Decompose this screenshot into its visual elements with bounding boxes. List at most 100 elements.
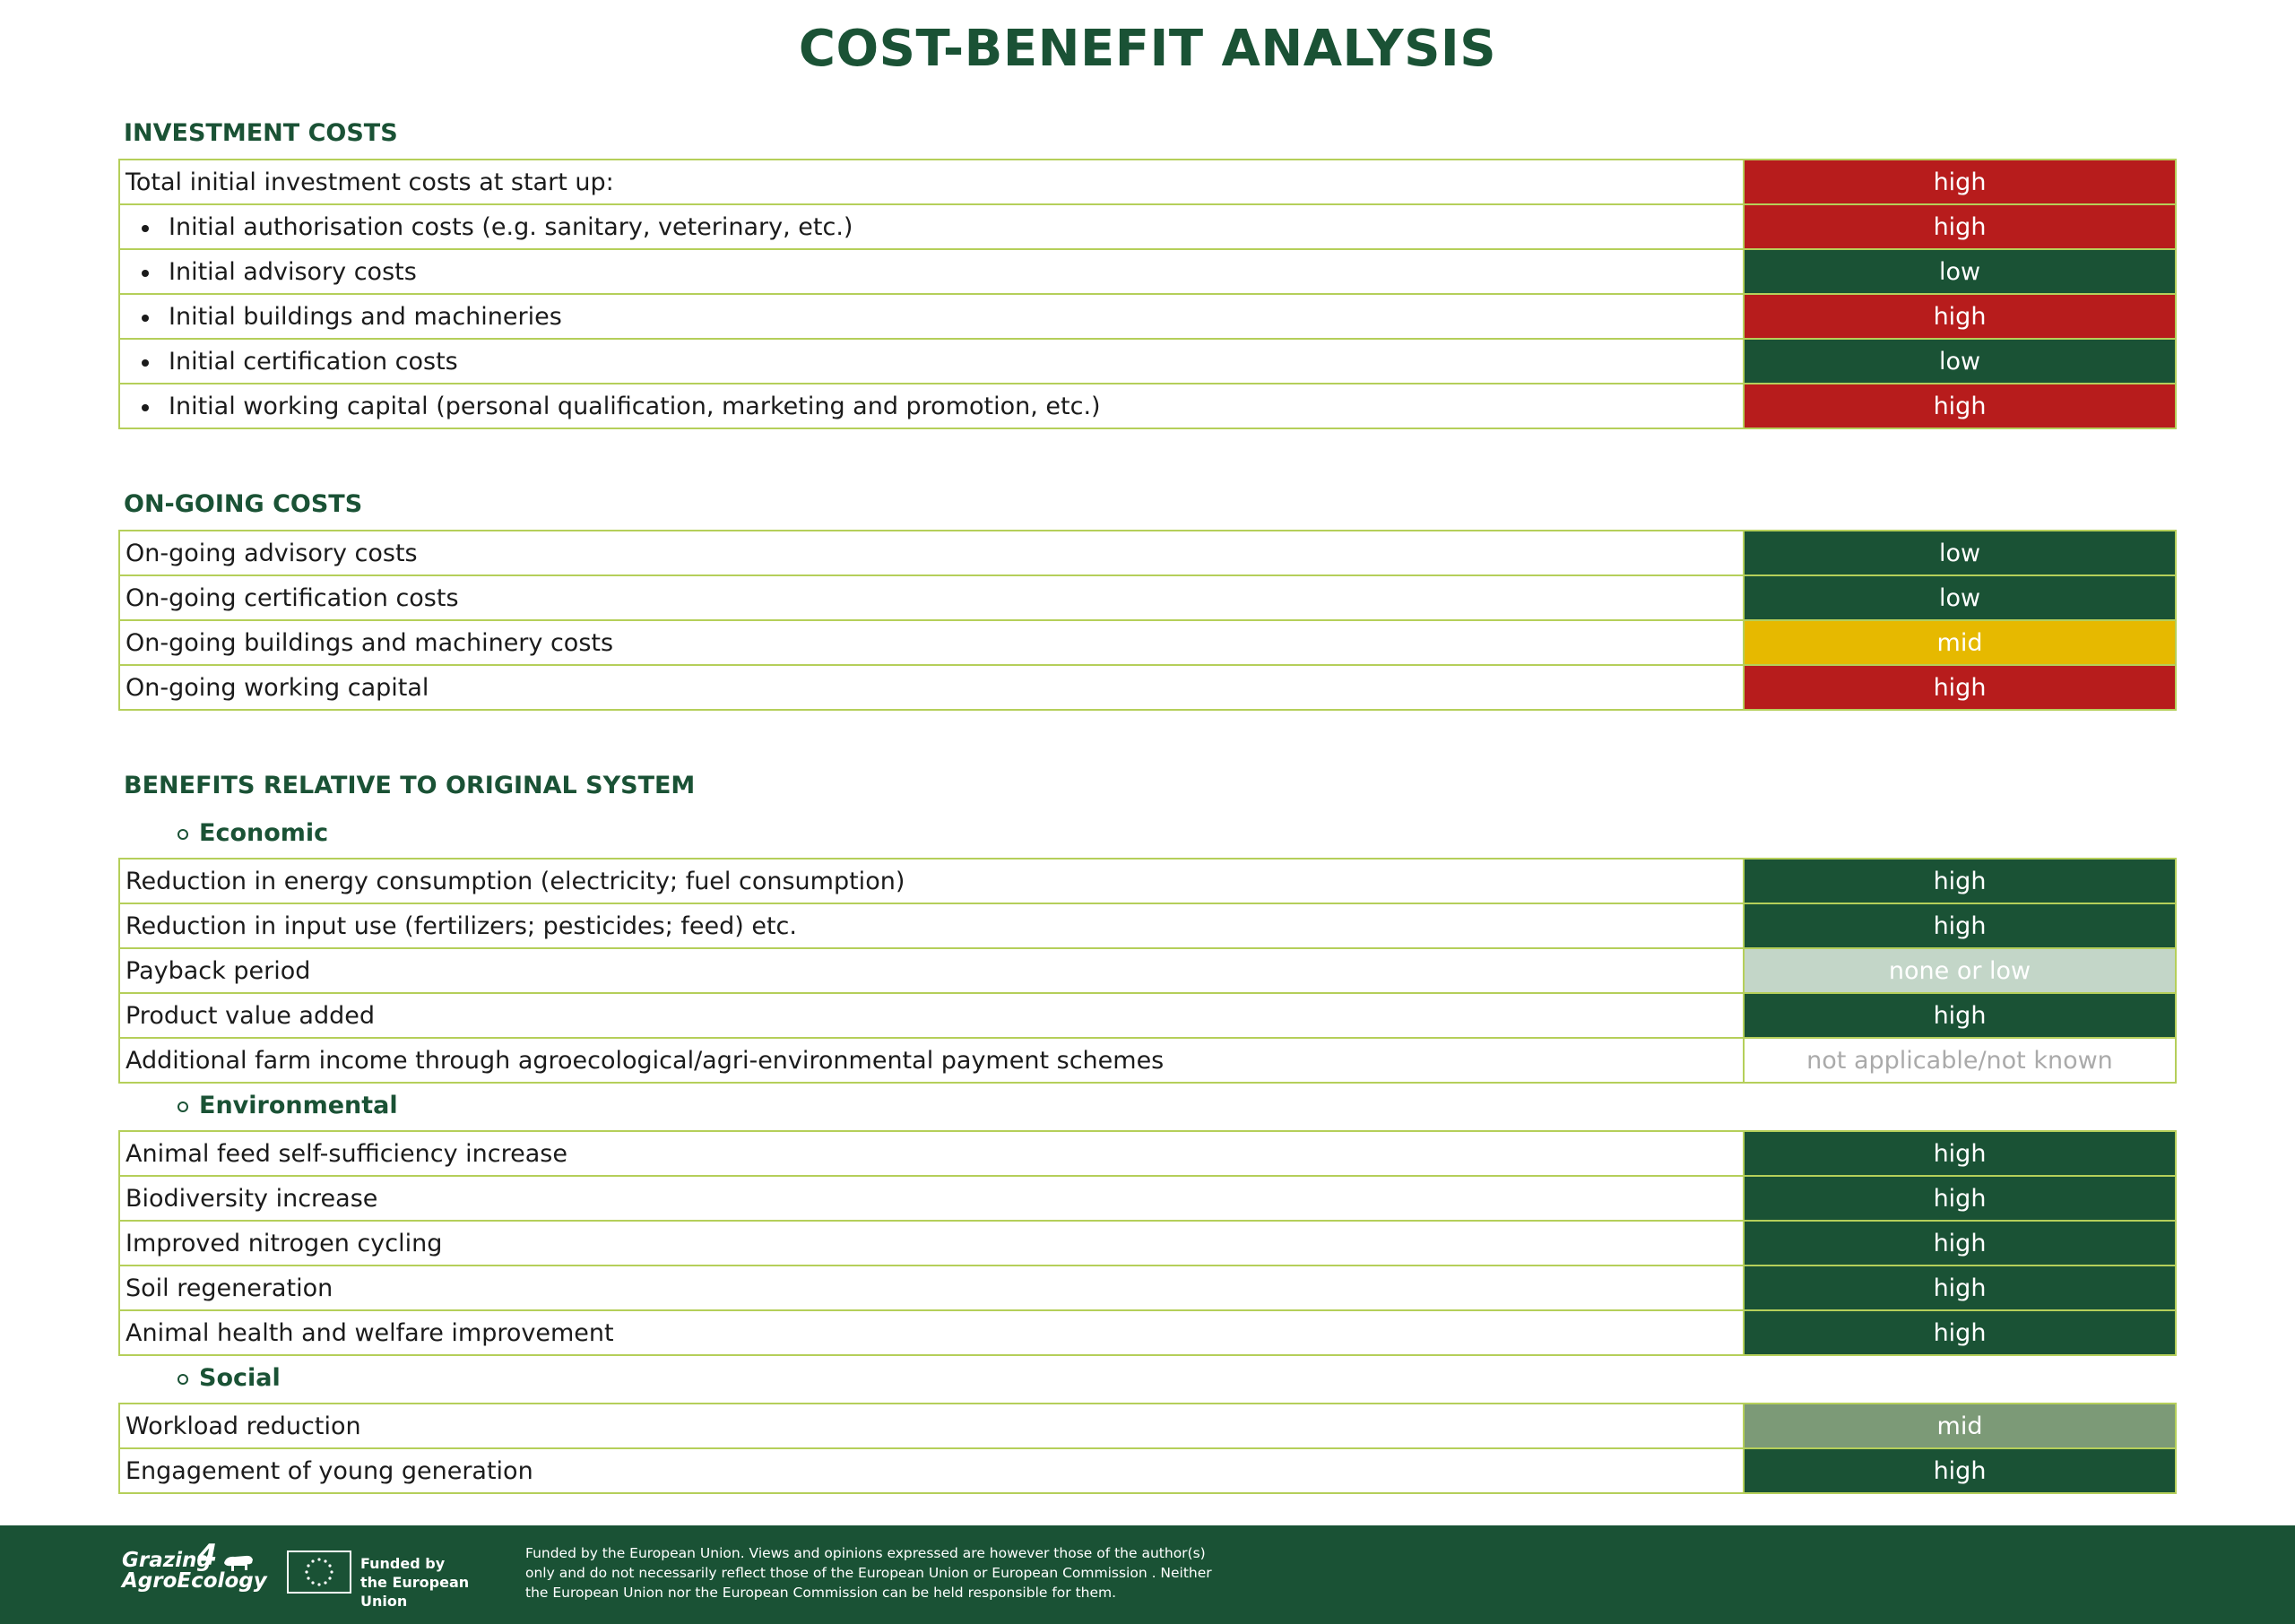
bullet-icon xyxy=(142,315,149,322)
table-row: Initial authorisation costs (e.g. sanita… xyxy=(118,203,2177,250)
table-row: Initial certification costs low xyxy=(118,338,2177,384)
row-label: Payback period xyxy=(118,947,1745,994)
table-row: Soil regeneration high xyxy=(118,1265,2177,1311)
row-label: Initial advisory costs xyxy=(118,248,1745,295)
table-row: Animal feed self-sufficiency increase hi… xyxy=(118,1130,2177,1177)
rating-cell: high xyxy=(1743,1130,2177,1177)
table-row: Initial buildings and machineries high xyxy=(118,293,2177,340)
rating-cell: high xyxy=(1743,293,2177,340)
economic-subheading: Economic xyxy=(118,811,2177,858)
table-row: Engagement of young generation high xyxy=(118,1447,2177,1494)
row-label: Biodiversity increase xyxy=(118,1175,1745,1222)
table-row: On-going working capital high xyxy=(118,664,2177,711)
table-row: Reduction in energy consumption (electri… xyxy=(118,858,2177,904)
rating-cell: high xyxy=(1743,1309,2177,1356)
row-label: Product value added xyxy=(118,992,1745,1039)
rating-cell: high xyxy=(1743,1447,2177,1494)
social-benefits-table: Workload reduction mid Engagement of you… xyxy=(118,1403,2177,1494)
economic-benefits-table: Reduction in energy consumption (electri… xyxy=(118,858,2177,1084)
rating-cell: high xyxy=(1743,664,2177,711)
bullet-icon xyxy=(142,270,149,277)
row-label: Initial certification costs xyxy=(118,338,1745,384)
table-row: Reduction in input use (fertilizers; pes… xyxy=(118,903,2177,949)
social-subheading: Social xyxy=(118,1356,2177,1403)
row-label: Additional farm income through agroecolo… xyxy=(118,1037,1745,1084)
bullet-icon xyxy=(142,225,149,232)
rating-cell: high xyxy=(1743,383,2177,429)
page-title: COST-BENEFIT ANALYSIS xyxy=(798,20,1497,78)
table-row: Initial advisory costs low xyxy=(118,248,2177,295)
benefits-heading: BENEFITS RELATIVE TO ORIGINAL SYSTEM xyxy=(124,772,696,799)
row-label: Reduction in input use (fertilizers; pes… xyxy=(118,903,1745,949)
row-label: Soil regeneration xyxy=(118,1265,1745,1311)
environmental-subheading: Environmental xyxy=(118,1084,2177,1130)
rating-cell: mid xyxy=(1743,619,2177,666)
rating-cell: mid xyxy=(1743,1403,2177,1449)
row-label-text: Initial buildings and machineries xyxy=(169,302,562,331)
row-label-text: Initial working capital (personal qualif… xyxy=(169,392,1101,420)
rating-cell: high xyxy=(1743,858,2177,904)
circle-bullet-icon xyxy=(178,1374,188,1385)
bullet-icon xyxy=(142,404,149,411)
eu-flag-icon xyxy=(287,1551,351,1594)
row-label: Initial authorisation costs (e.g. sanita… xyxy=(118,203,1745,250)
table-row: Total initial investment costs at start … xyxy=(118,159,2177,205)
row-label: Workload reduction xyxy=(118,1403,1745,1449)
rating-cell: low xyxy=(1743,574,2177,621)
rating-cell: low xyxy=(1743,530,2177,576)
ongoing-costs-table: On-going advisory costs low On-going cer… xyxy=(118,530,2177,711)
circle-bullet-icon xyxy=(178,1101,188,1112)
row-label: Total initial investment costs at start … xyxy=(118,159,1745,205)
cow-icon xyxy=(224,1555,253,1571)
table-row: Product value added high xyxy=(118,992,2177,1039)
table-row: Payback period none or low xyxy=(118,947,2177,994)
row-label: Initial buildings and machineries xyxy=(118,293,1745,340)
row-label-text: Initial certification costs xyxy=(169,347,458,376)
row-label: Engagement of young generation xyxy=(118,1447,1745,1494)
row-label: Improved nitrogen cycling xyxy=(118,1220,1745,1266)
circle-bullet-icon xyxy=(178,829,188,840)
rating-cell: not applicable/not known xyxy=(1743,1037,2177,1084)
table-row: Improved nitrogen cycling high xyxy=(118,1220,2177,1266)
table-row: Biodiversity increase high xyxy=(118,1175,2177,1222)
rating-cell: high xyxy=(1743,992,2177,1039)
row-label: On-going working capital xyxy=(118,664,1745,711)
ongoing-costs-heading: ON-GOING COSTS xyxy=(124,490,363,518)
grazing4agroecology-logo: Grazing 4 AgroEcology xyxy=(122,1541,267,1593)
row-label-text: Initial authorisation costs (e.g. sanita… xyxy=(169,212,853,241)
rating-cell: high xyxy=(1743,203,2177,250)
row-label: On-going advisory costs xyxy=(118,530,1745,576)
table-row: On-going certification costs low xyxy=(118,574,2177,621)
table-row: Initial working capital (personal qualif… xyxy=(118,383,2177,429)
funding-disclaimer: Funded by the European Union. Views and … xyxy=(525,1545,1212,1601)
rating-cell: low xyxy=(1743,248,2177,295)
rating-cell: high xyxy=(1743,1175,2177,1222)
logo-text-line1: Grazing xyxy=(122,1549,212,1572)
row-label-text: Initial advisory costs xyxy=(169,257,417,286)
row-label: Reduction in energy consumption (electri… xyxy=(118,858,1745,904)
rating-cell: none or low xyxy=(1743,947,2177,994)
eu-funding-text: Funded by the European Union xyxy=(360,1555,470,1610)
row-label: Animal health and welfare improvement xyxy=(118,1309,1745,1356)
row-label: On-going buildings and machinery costs xyxy=(118,619,1745,666)
rating-cell: low xyxy=(1743,338,2177,384)
rating-cell: high xyxy=(1743,1265,2177,1311)
logo-text-line2: AgroEcology xyxy=(122,1569,267,1593)
table-row: Additional farm income through agroecolo… xyxy=(118,1037,2177,1084)
rating-cell: high xyxy=(1743,159,2177,205)
investment-costs-heading: INVESTMENT COSTS xyxy=(124,119,398,147)
investment-costs-table: Total initial investment costs at start … xyxy=(118,159,2177,429)
logo-four: 4 xyxy=(197,1538,218,1572)
cost-benefit-content: INVESTMENT COSTS Total initial investmen… xyxy=(118,112,2177,1494)
row-label: Initial working capital (personal qualif… xyxy=(118,383,1745,429)
table-row: On-going buildings and machinery costs m… xyxy=(118,619,2177,666)
table-row: Animal health and welfare improvement hi… xyxy=(118,1309,2177,1356)
row-label: On-going certification costs xyxy=(118,574,1745,621)
environmental-benefits-table: Animal feed self-sufficiency increase hi… xyxy=(118,1130,2177,1356)
bullet-icon xyxy=(142,359,149,367)
row-label: Animal feed self-sufficiency increase xyxy=(118,1130,1745,1177)
rating-cell: high xyxy=(1743,1220,2177,1266)
table-row: On-going advisory costs low xyxy=(118,530,2177,576)
footer-bar: Grazing 4 AgroEcology Funded by the Euro… xyxy=(0,1525,2295,1624)
table-row: Workload reduction mid xyxy=(118,1403,2177,1449)
